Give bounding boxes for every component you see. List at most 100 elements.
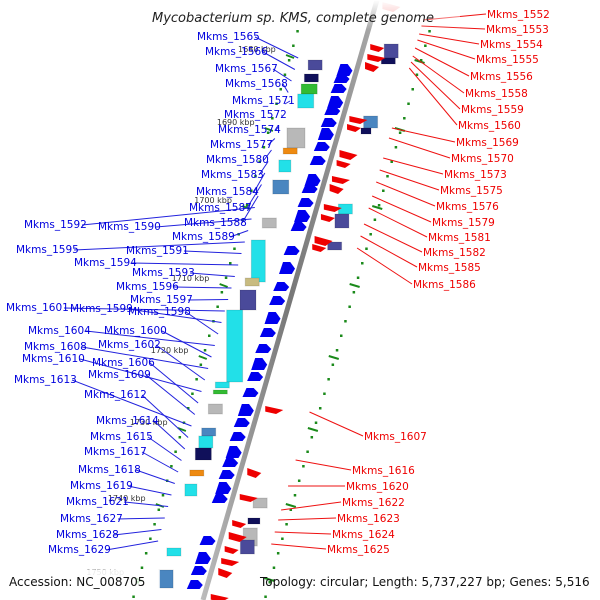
forward-gene-arrow[interactable]: [324, 106, 341, 115]
forward-gene-label[interactable]: Mkms_1596: [116, 281, 179, 293]
reverse-gene-label[interactable]: Mkms_1616: [352, 465, 415, 477]
forward-gene-arrow[interactable]: [269, 296, 286, 305]
forward-gene-label[interactable]: Mkms_1612: [84, 389, 147, 401]
forward-gene-arrow[interactable]: [336, 64, 353, 76]
forward-gene-label[interactable]: Mkms_1592: [24, 219, 87, 231]
forward-gene-label[interactable]: Mkms_1628: [56, 529, 119, 541]
forward-gene-arrow[interactable]: [301, 184, 318, 193]
reverse-gene-arrow[interactable]: [232, 520, 247, 528]
reverse-gene-label[interactable]: Mkms_1585: [418, 262, 481, 274]
reverse-gene-label[interactable]: Mkms_1573: [444, 169, 507, 181]
forward-gene-arrow[interactable]: [313, 142, 330, 151]
forward-gene-arrow[interactable]: [255, 344, 272, 353]
reverse-gene-arrow[interactable]: [221, 558, 240, 566]
forward-gene-label[interactable]: Mkms_1571: [232, 95, 295, 107]
forward-gene-label[interactable]: Mkms_1599: [70, 303, 133, 315]
reverse-gene-arrow[interactable]: [329, 184, 344, 194]
reverse-gene-label[interactable]: Mkms_1560: [458, 120, 521, 132]
forward-gene-label[interactable]: Mkms_1619: [70, 480, 133, 492]
forward-gene-label[interactable]: Mkms_1589: [172, 231, 235, 243]
reverse-gene-arrow[interactable]: [239, 494, 258, 502]
reverse-gene-arrow[interactable]: [339, 150, 358, 160]
forward-gene-arrow[interactable]: [190, 566, 207, 575]
forward-gene-arrow[interactable]: [229, 432, 246, 441]
reverse-gene-arrow[interactable]: [224, 546, 239, 554]
reverse-gene-arrow[interactable]: [265, 406, 284, 414]
reverse-gene-arrow[interactable]: [349, 116, 368, 124]
forward-gene-arrow[interactable]: [283, 246, 300, 255]
reverse-gene-label[interactable]: Mkms_1576: [436, 201, 499, 213]
forward-gene-arrow[interactable]: [225, 446, 242, 458]
forward-gene-label[interactable]: Mkms_1617: [84, 446, 147, 458]
forward-gene-arrow[interactable]: [317, 128, 334, 140]
forward-gene-label[interactable]: Mkms_1615: [90, 431, 153, 443]
forward-gene-arrow[interactable]: [333, 74, 350, 83]
reverse-gene-arrow[interactable]: [367, 54, 386, 62]
forward-gene-arrow[interactable]: [330, 84, 347, 93]
reverse-gene-label[interactable]: Mkms_1559: [461, 104, 524, 116]
forward-gene-label[interactable]: Mkms_1574: [218, 124, 281, 136]
reverse-gene-label[interactable]: Mkms_1575: [440, 185, 503, 197]
reverse-gene-label[interactable]: Mkms_1623: [337, 513, 400, 525]
forward-gene-arrow[interactable]: [264, 312, 281, 324]
reverse-gene-label[interactable]: Mkms_1555: [476, 54, 539, 66]
forward-gene-arrow[interactable]: [233, 418, 250, 427]
forward-gene-label[interactable]: Mkms_1629: [48, 544, 111, 556]
forward-gene-label[interactable]: Mkms_1580: [206, 154, 269, 166]
forward-gene-label[interactable]: Mkms_1583: [201, 169, 264, 181]
reverse-gene-arrow[interactable]: [218, 568, 233, 578]
forward-gene-arrow[interactable]: [309, 156, 326, 165]
forward-gene-label[interactable]: Mkms_1601: [6, 302, 69, 314]
forward-gene-arrow[interactable]: [294, 210, 311, 222]
forward-gene-label[interactable]: Mkms_1598: [128, 306, 191, 318]
forward-gene-arrow[interactable]: [251, 358, 268, 370]
forward-gene-arrow[interactable]: [247, 372, 264, 381]
reverse-gene-arrow[interactable]: [347, 124, 362, 132]
forward-gene-arrow[interactable]: [297, 198, 314, 207]
reverse-gene-label[interactable]: Mkms_1620: [346, 481, 409, 493]
forward-gene-label[interactable]: Mkms_1602: [98, 339, 161, 351]
forward-gene-arrow[interactable]: [211, 494, 228, 503]
forward-gene-label[interactable]: Mkms_1608: [24, 341, 87, 353]
forward-gene-label[interactable]: Mkms_1588: [184, 217, 247, 229]
reverse-gene-label[interactable]: Mkms_1607: [364, 431, 427, 443]
forward-gene-label[interactable]: Mkms_1614: [96, 415, 159, 427]
reverse-gene-arrow[interactable]: [312, 244, 327, 252]
forward-gene-arrow[interactable]: [327, 96, 344, 108]
reverse-gene-label[interactable]: Mkms_1586: [413, 279, 476, 291]
forward-gene-label[interactable]: Mkms_1566: [205, 46, 268, 58]
reverse-gene-label[interactable]: Mkms_1622: [342, 497, 405, 509]
forward-gene-arrow[interactable]: [186, 580, 203, 589]
forward-gene-arrow[interactable]: [222, 458, 239, 467]
reverse-gene-label[interactable]: Mkms_1624: [332, 529, 395, 541]
reverse-gene-arrow[interactable]: [323, 204, 342, 212]
forward-gene-arrow[interactable]: [304, 174, 321, 186]
reverse-gene-arrow[interactable]: [370, 44, 385, 52]
reverse-gene-label[interactable]: Mkms_1569: [456, 137, 519, 149]
reverse-gene-label[interactable]: Mkms_1554: [480, 39, 543, 51]
reverse-gene-label[interactable]: Mkms_1556: [470, 71, 533, 83]
reverse-gene-arrow[interactable]: [365, 62, 380, 72]
forward-gene-label[interactable]: Mkms_1604: [28, 325, 91, 337]
reverse-gene-label[interactable]: Mkms_1570: [451, 153, 514, 165]
forward-gene-arrow[interactable]: [242, 388, 259, 397]
forward-gene-label[interactable]: Mkms_1597: [130, 294, 193, 306]
forward-gene-label[interactable]: Mkms_1613: [14, 374, 77, 386]
forward-gene-label[interactable]: Mkms_1591: [126, 245, 189, 257]
forward-gene-label[interactable]: Mkms_1577: [210, 139, 273, 151]
forward-gene-arrow[interactable]: [237, 404, 254, 416]
forward-gene-label[interactable]: Mkms_1565: [197, 31, 260, 43]
forward-gene-label[interactable]: Mkms_1568: [225, 78, 288, 90]
reverse-gene-arrow[interactable]: [320, 214, 335, 222]
forward-gene-label[interactable]: Mkms_1618: [78, 464, 141, 476]
forward-gene-label[interactable]: Mkms_1606: [92, 357, 155, 369]
forward-gene-arrow[interactable]: [320, 118, 337, 127]
reverse-gene-label[interactable]: Mkms_1625: [327, 544, 390, 556]
forward-gene-arrow[interactable]: [259, 328, 276, 337]
forward-gene-arrow[interactable]: [279, 262, 296, 274]
reverse-gene-label[interactable]: Mkms_1552: [487, 9, 550, 21]
forward-gene-label[interactable]: Mkms_1584: [196, 186, 259, 198]
forward-gene-arrow[interactable]: [218, 470, 235, 479]
forward-gene-label[interactable]: Mkms_1594: [74, 257, 137, 269]
forward-gene-arrow[interactable]: [199, 536, 216, 545]
